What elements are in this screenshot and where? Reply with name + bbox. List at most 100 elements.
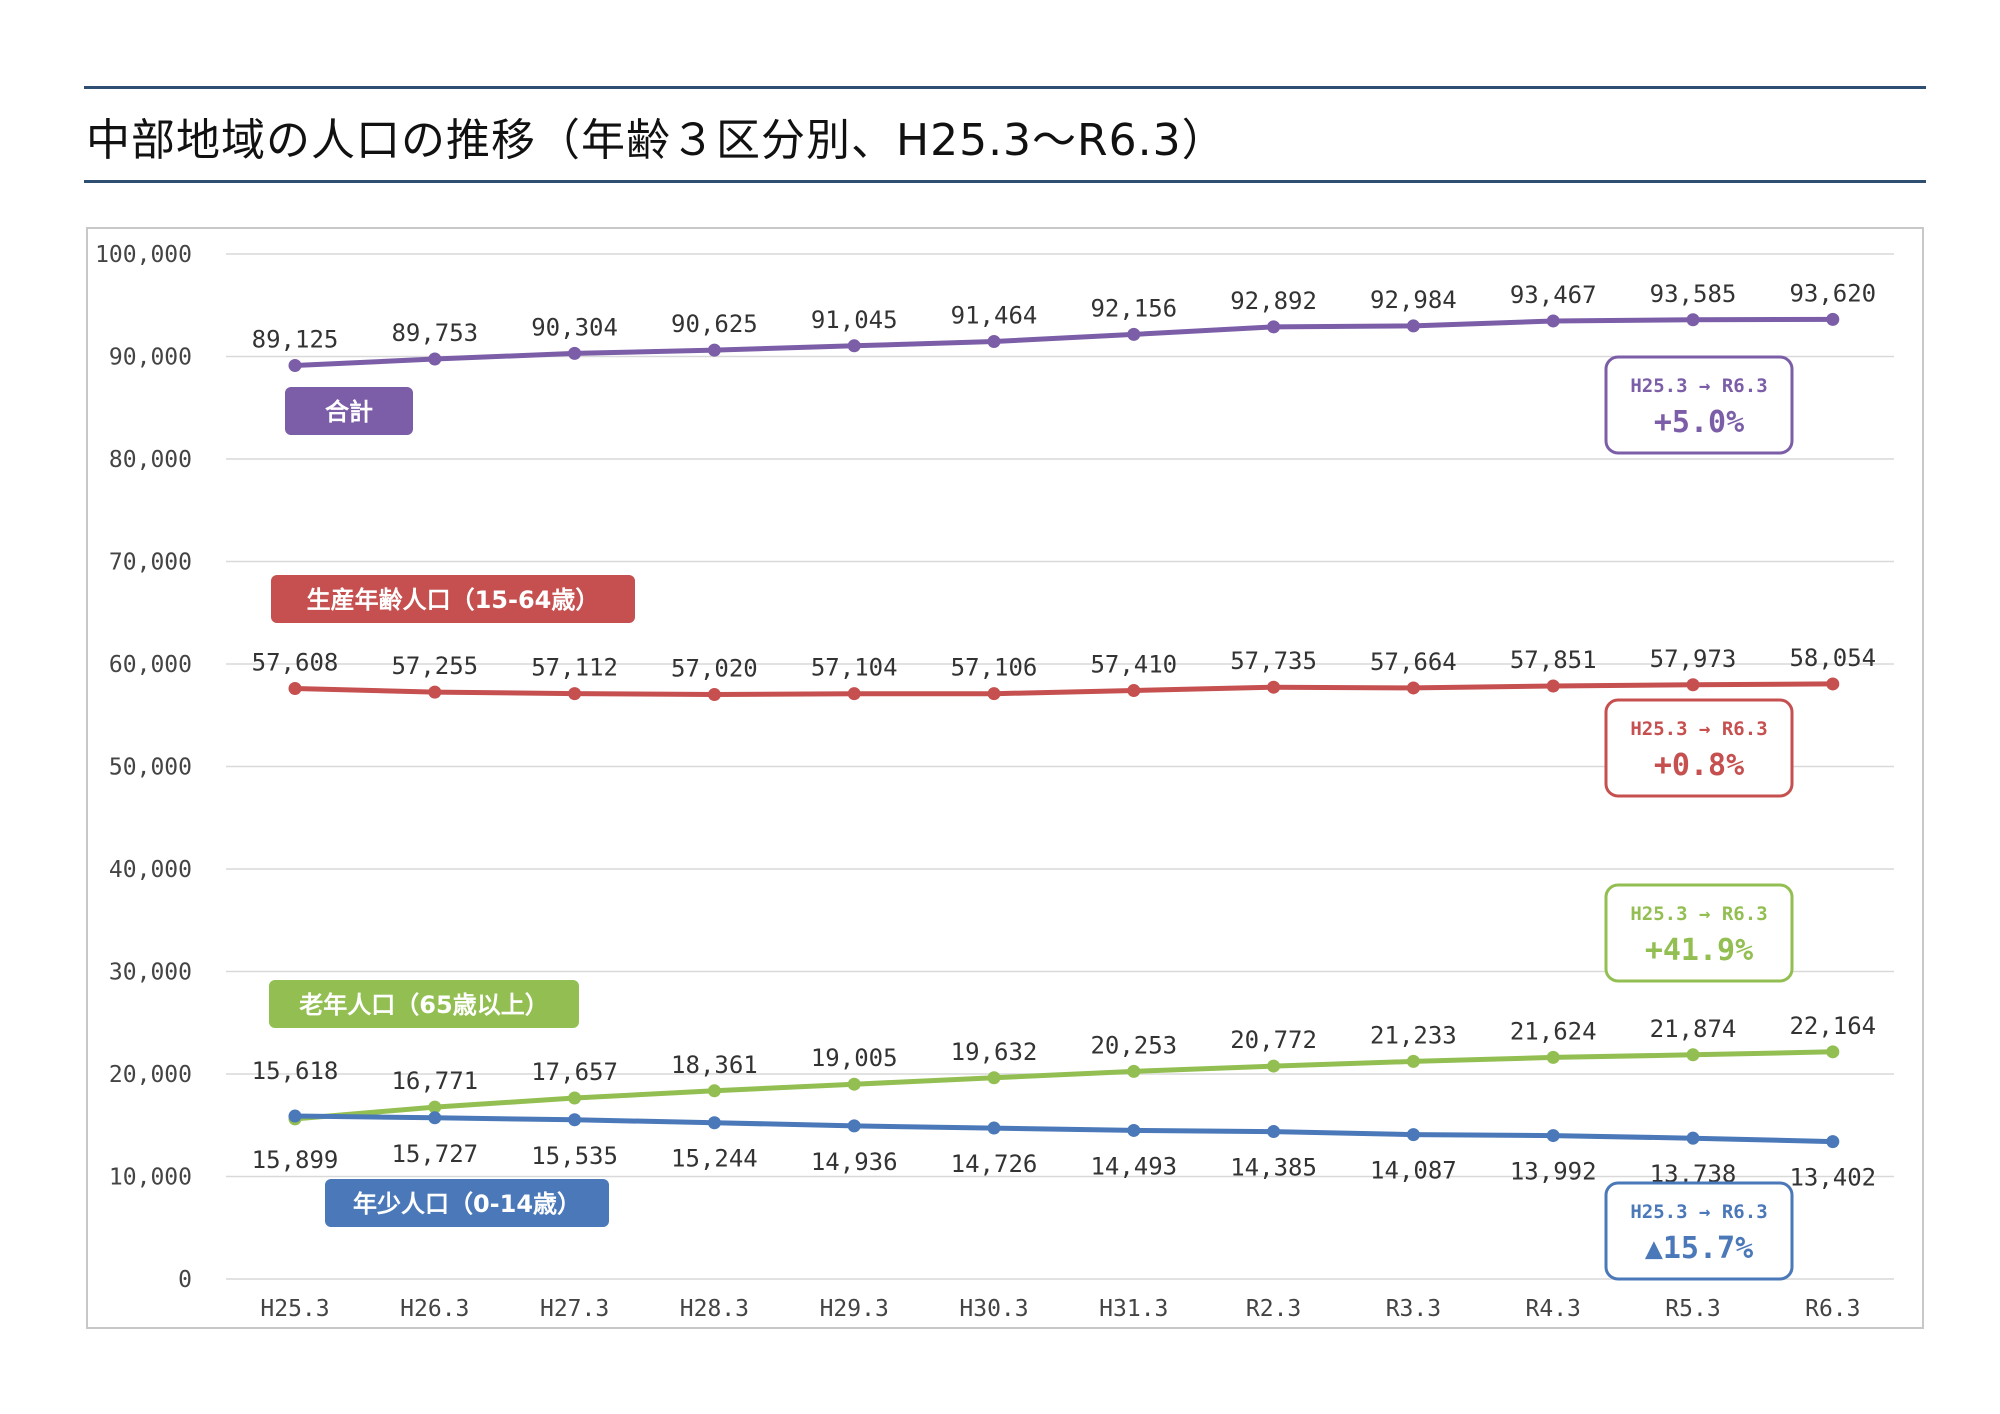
data-label-working: 57,608: [252, 649, 339, 677]
data-point-young: [987, 1121, 1001, 1135]
data-label-total: 92,892: [1230, 287, 1317, 315]
change-value-young: ▲15.7%: [1645, 1231, 1753, 1266]
data-label-total: 92,156: [1090, 294, 1177, 322]
data-point-young: [1546, 1129, 1560, 1143]
data-label-elderly: 19,005: [811, 1044, 898, 1072]
y-tick-label: 100,000: [95, 242, 192, 268]
data-label-total: 93,620: [1789, 279, 1876, 307]
data-point-total: [1406, 319, 1420, 333]
data-point-elderly: [568, 1091, 582, 1105]
y-tick-label: 20,000: [109, 1062, 192, 1088]
data-point-working: [1267, 680, 1281, 694]
series-line-total: [294, 316, 1833, 368]
data-point-elderly: [428, 1100, 442, 1114]
data-point-working: [428, 685, 442, 699]
data-point-total: [428, 352, 442, 366]
data-point-elderly: [1546, 1050, 1560, 1064]
series-tag-label-working: 生産年齢人口（15-64歳）: [307, 586, 600, 614]
data-label-elderly: 17,657: [531, 1058, 618, 1086]
data-label-young: 14,726: [951, 1150, 1038, 1178]
data-point-elderly: [987, 1071, 1001, 1085]
data-label-young: 15,727: [391, 1140, 478, 1168]
data-label-total: 93,467: [1510, 281, 1597, 309]
data-label-young: 15,535: [531, 1142, 618, 1170]
y-tick-label: 60,000: [109, 652, 192, 678]
data-label-young: 14,385: [1230, 1154, 1317, 1182]
data-label-working: 57,851: [1510, 646, 1597, 674]
change-value-working: +0.8%: [1654, 748, 1744, 783]
change-period-young: H25.3 → R6.3: [1630, 1201, 1767, 1223]
series-tag-working: [271, 575, 635, 623]
data-label-working: 57,106: [951, 654, 1038, 682]
x-tick-label: H30.3: [959, 1296, 1028, 1322]
y-tick-label: 50,000: [109, 755, 192, 781]
data-point-young: [847, 1119, 861, 1133]
data-label-elderly: 16,771: [391, 1067, 478, 1095]
change-value-total: +5.0%: [1654, 405, 1744, 440]
series-line-working: [294, 681, 1833, 697]
x-tick-label: H26.3: [400, 1296, 469, 1322]
data-label-total: 92,984: [1370, 286, 1457, 314]
data-label-elderly: 20,772: [1230, 1026, 1317, 1054]
data-label-elderly: 15,618: [252, 1057, 339, 1085]
data-label-total: 93,585: [1650, 280, 1737, 308]
data-point-elderly: [1267, 1059, 1281, 1073]
data-point-young: [1826, 1135, 1840, 1149]
data-label-elderly: 19,632: [951, 1038, 1038, 1066]
data-label-working: 57,410: [1090, 651, 1177, 679]
x-tick-label: R4.3: [1526, 1296, 1581, 1322]
data-label-working: 57,973: [1650, 645, 1737, 673]
x-tick-label: R2.3: [1246, 1296, 1301, 1322]
change-period-working: H25.3 → R6.3: [1630, 718, 1767, 740]
data-point-elderly: [1826, 1045, 1840, 1059]
data-label-young: 14,087: [1370, 1157, 1457, 1185]
data-point-working: [568, 687, 582, 701]
data-label-elderly: 21,874: [1650, 1015, 1737, 1043]
data-label-young: 13,992: [1510, 1158, 1597, 1186]
data-label-working: 57,112: [531, 654, 618, 682]
data-point-elderly: [847, 1077, 861, 1091]
data-point-young: [568, 1113, 582, 1127]
series-tag-young: [325, 1179, 609, 1227]
x-tick-label: H31.3: [1099, 1296, 1168, 1322]
y-tick-label: 30,000: [109, 960, 192, 986]
data-label-young: 14,936: [811, 1148, 898, 1176]
change-box-working: [1604, 698, 1794, 798]
y-tick-label: 0: [178, 1267, 192, 1293]
series-tag-total: [285, 387, 413, 435]
data-label-total: 89,125: [252, 325, 339, 353]
data-label-working: 57,735: [1230, 647, 1317, 675]
data-point-elderly: [1406, 1054, 1420, 1068]
y-tick-label: 70,000: [109, 550, 192, 576]
data-point-young: [1267, 1125, 1281, 1139]
title-rule-top: [84, 86, 1926, 89]
chart-frame: 0 10,000 20,000 30,000 40,000 50,000 60,000 70,…: [86, 227, 1924, 1329]
data-label-working: 57,664: [1370, 648, 1457, 676]
data-point-working: [707, 688, 721, 702]
data-point-total: [1686, 313, 1700, 327]
data-point-young: [707, 1116, 721, 1130]
data-label-working: 58,054: [1789, 644, 1876, 672]
x-tick-label: H29.3: [820, 1296, 889, 1322]
data-label-elderly: 21,624: [1510, 1017, 1597, 1045]
data-point-total: [847, 339, 861, 353]
data-label-elderly: 18,361: [671, 1051, 758, 1079]
change-box-young: [1604, 1181, 1794, 1281]
series-tag-label-young: 年少人口（0-14歳）: [353, 1190, 581, 1218]
data-label-elderly: 21,233: [1370, 1021, 1457, 1049]
data-point-total: [1267, 320, 1281, 334]
data-point-elderly: [707, 1084, 721, 1098]
data-label-young: 15,244: [671, 1145, 758, 1173]
change-box-elderly: [1604, 883, 1794, 983]
data-point-working: [1546, 679, 1560, 693]
data-point-young: [1686, 1131, 1700, 1145]
data-label-total: 90,304: [531, 313, 618, 341]
data-point-young: [1406, 1128, 1420, 1142]
data-label-young: 14,493: [1090, 1152, 1177, 1180]
data-label-total: 91,464: [951, 301, 1038, 329]
series-tag-elderly: [269, 980, 579, 1028]
data-point-young: [1127, 1123, 1141, 1137]
data-label-total: 89,753: [391, 319, 478, 347]
data-point-working: [847, 687, 861, 701]
change-period-elderly: H25.3 → R6.3: [1630, 903, 1767, 925]
